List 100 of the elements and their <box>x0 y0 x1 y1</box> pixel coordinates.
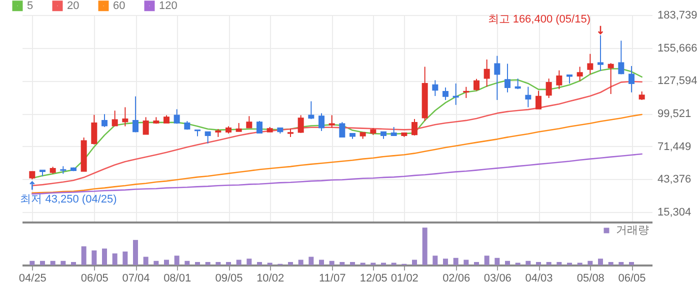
bar <box>484 256 490 265</box>
legend-label: 60 <box>113 0 126 12</box>
bar <box>184 260 190 265</box>
bar <box>164 260 169 265</box>
bar <box>556 262 562 265</box>
bar <box>443 258 448 265</box>
bar <box>308 256 314 265</box>
candlestick <box>484 59 490 88</box>
bar <box>319 260 324 265</box>
x-tick-label: 03/06 <box>484 272 512 284</box>
bar <box>92 250 97 265</box>
bar <box>505 260 510 265</box>
candlestick <box>452 82 459 106</box>
bar <box>629 262 634 265</box>
bar <box>30 260 35 265</box>
candlestick <box>618 40 624 75</box>
bar <box>195 262 200 265</box>
candlestick <box>256 120 262 134</box>
candlestick <box>546 78 552 98</box>
candlestick <box>339 122 346 138</box>
bar <box>112 253 118 265</box>
bar <box>422 228 428 265</box>
bar <box>494 258 500 265</box>
x-tick-label: 05/08 <box>576 272 604 284</box>
candlestick <box>536 90 542 110</box>
y-tick-label: 127,594 <box>658 75 698 88</box>
candlestick <box>308 100 314 120</box>
candlestick <box>91 114 98 146</box>
legend-label: 5 <box>27 0 34 12</box>
bar <box>546 262 552 265</box>
candlestick <box>474 78 480 92</box>
candlestick <box>525 86 532 108</box>
bar <box>50 260 56 265</box>
candlestick <box>587 53 594 75</box>
x-tick-label: 10/02 <box>256 272 284 284</box>
x-tick-label: 02/06 <box>442 272 470 284</box>
bar <box>618 262 624 265</box>
candlestick <box>142 116 149 135</box>
candlestick <box>102 114 108 128</box>
x-tick-label: 04/25 <box>18 272 46 284</box>
bar <box>474 262 479 265</box>
bar <box>40 260 45 265</box>
line-series <box>32 114 642 194</box>
x-tick-label: 01/02 <box>390 272 418 284</box>
candlestick <box>494 55 500 100</box>
line-series <box>32 153 642 195</box>
bar <box>257 262 262 265</box>
x-tick-label: 09/05 <box>215 272 243 284</box>
x-tick-label: 06/05 <box>618 272 646 284</box>
bar <box>60 260 66 265</box>
bar <box>340 262 345 265</box>
candlestick <box>174 108 180 124</box>
candlestick <box>598 34 604 72</box>
y-tick-label: 99,521 <box>658 108 692 120</box>
candlestick <box>318 112 324 132</box>
bar <box>588 260 593 265</box>
y-tick-label: 183,739 <box>658 10 698 22</box>
bar <box>102 248 107 265</box>
x-tick-label: 04/03 <box>525 272 553 284</box>
candlestick <box>204 131 211 144</box>
candlestick <box>328 114 335 128</box>
candlestick <box>122 106 128 127</box>
bar <box>432 256 438 265</box>
legend-label: 120 <box>159 0 178 12</box>
bar <box>216 262 221 265</box>
candlestick <box>514 78 521 90</box>
x-tick-label: 12/05 <box>360 272 388 284</box>
bar <box>71 262 76 265</box>
candlestick <box>608 62 614 95</box>
x-tick-label: 07/04 <box>122 272 150 284</box>
candlestick <box>442 86 448 100</box>
bar <box>246 258 252 265</box>
bar <box>526 260 531 265</box>
bar <box>329 260 334 265</box>
candlestick <box>628 66 634 93</box>
candlestick <box>112 110 118 126</box>
candlestick <box>556 70 562 90</box>
bar <box>143 256 148 265</box>
bar <box>174 256 180 265</box>
y-tick-label: 15,304 <box>658 206 692 219</box>
candlestick <box>432 80 438 96</box>
bar <box>453 258 458 265</box>
candlestick <box>132 96 138 133</box>
bar <box>81 246 86 265</box>
bar <box>205 262 210 265</box>
y-tick-label: 43,376 <box>658 174 692 186</box>
candlestick <box>246 116 252 128</box>
candlestick <box>463 86 470 98</box>
candlestick <box>298 114 304 134</box>
bar <box>226 262 231 265</box>
candlestick <box>576 66 583 82</box>
bar <box>133 240 138 265</box>
bar <box>288 262 293 265</box>
bar <box>122 252 128 265</box>
annotation: 최고 166,400 (05/15) <box>488 13 590 26</box>
x-tick-label: 08/01 <box>164 272 192 284</box>
x-tick-label: 06/05 <box>80 272 108 284</box>
bar <box>608 262 614 265</box>
bar <box>236 260 242 265</box>
y-tick-label: 155,666 <box>658 42 698 54</box>
